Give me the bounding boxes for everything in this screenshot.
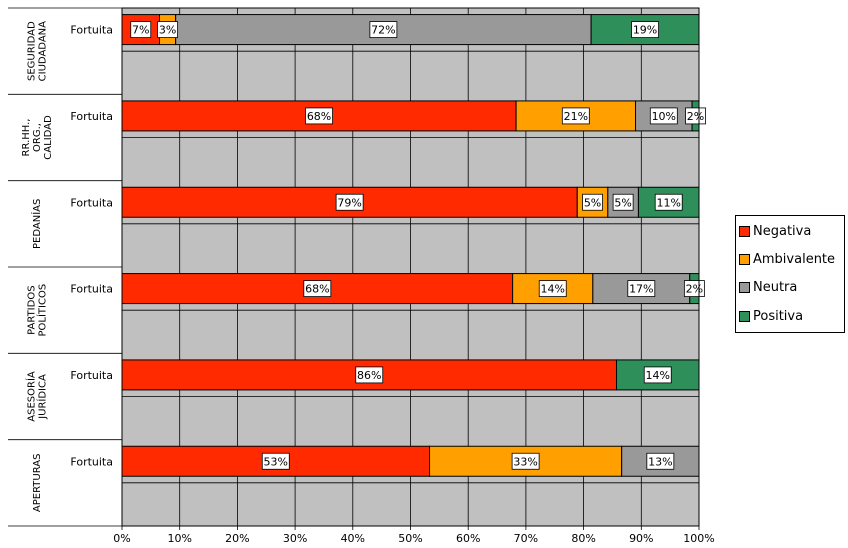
- group-label: PARTIDOSPOLÍTICOS: [27, 284, 49, 337]
- legend-item-negativa: Negativa: [739, 221, 811, 241]
- x-tick-label: 70%: [514, 532, 538, 545]
- data-label: 68%: [305, 283, 329, 296]
- x-tick-label: 20%: [225, 532, 249, 545]
- data-label: 86%: [357, 369, 381, 382]
- data-label: 5%: [584, 196, 601, 209]
- x-tick-label: 10%: [167, 532, 191, 545]
- legend-item-neutra: Neutra: [739, 277, 797, 297]
- data-label: 5%: [614, 196, 631, 209]
- data-label-box: [305, 107, 333, 125]
- data-label-box: [157, 21, 178, 38]
- data-label: 19%: [633, 24, 657, 37]
- data-label: 79%: [337, 196, 361, 209]
- data-label-box: [654, 193, 683, 211]
- data-label: 10%: [652, 110, 676, 123]
- category-label: Fortuita: [70, 455, 113, 468]
- data-label: 68%: [307, 110, 331, 123]
- group-label: APERTURAS: [32, 454, 43, 513]
- bar-segment-neutra: [621, 445, 700, 477]
- group-label: PEDANÍAS: [30, 199, 43, 249]
- legend-swatch-ambivalente: [739, 253, 750, 265]
- legend-label-ambivalente: Ambivalente: [753, 251, 836, 267]
- x-tick-label: 30%: [283, 532, 307, 545]
- group-label: ASESORÍAJURÍDICA: [25, 371, 49, 422]
- group-label-line: APERTURAS: [32, 454, 43, 513]
- data-label-box: [538, 280, 567, 297]
- x-tick-label: 60%: [456, 532, 480, 545]
- group-label-line: ORG.,: [32, 123, 43, 152]
- legend-label-negativa: Negativa: [753, 223, 812, 239]
- data-label-box: [303, 280, 332, 297]
- legend-swatch-neutra: [739, 281, 750, 293]
- data-label-box: [646, 452, 675, 470]
- group-label-line: PARTIDOS: [27, 285, 38, 334]
- data-label: 17%: [629, 283, 653, 296]
- data-label-box: [649, 107, 678, 125]
- x-tick-label: 80%: [571, 532, 595, 545]
- legend: Negativa Ambivalente Neutra Positiva: [735, 215, 845, 333]
- data-label-box: [369, 21, 398, 38]
- group-label: RR.HH.,ORG.,CALIDAD: [21, 115, 54, 160]
- data-label: 2%: [687, 110, 704, 123]
- group-label-line: CALIDAD: [43, 115, 54, 160]
- legend-item-ambivalente: Ambivalente: [739, 249, 835, 269]
- x-tick-label: 40%: [341, 532, 365, 545]
- category-label: Fortuita: [70, 283, 113, 296]
- group-label-line: ASESORÍA: [25, 371, 38, 422]
- data-label-box: [511, 452, 540, 470]
- legend-swatch-positiva: [739, 310, 750, 322]
- data-label: 11%: [656, 196, 680, 209]
- legend-label-positiva: Positiva: [753, 308, 804, 324]
- x-tick-label: 90%: [629, 532, 653, 545]
- data-label: 53%: [264, 455, 288, 468]
- group-label-line: SEGURIDAD: [27, 21, 38, 81]
- data-label-box: [612, 193, 634, 211]
- data-label: 14%: [646, 369, 670, 382]
- category-label: Fortuita: [70, 24, 113, 37]
- data-label-box: [631, 21, 659, 38]
- legend-item-positiva: Positiva: [739, 306, 803, 326]
- group-label: SEGURIDADCIUDADANA: [27, 21, 49, 81]
- data-label: 7%: [132, 24, 149, 37]
- data-label-box: [335, 193, 364, 211]
- data-label-box: [643, 366, 672, 384]
- data-label-box: [561, 107, 590, 125]
- category-label: Fortuita: [70, 369, 113, 382]
- data-label-box: [627, 280, 656, 297]
- data-label: 33%: [513, 455, 537, 468]
- group-label-line: PEDANÍAS: [30, 199, 43, 249]
- x-tick-label: 50%: [398, 532, 422, 545]
- legend-swatch-negativa: [739, 225, 750, 237]
- group-label-line: CIUDADANA: [38, 21, 49, 81]
- x-tick-label: 100%: [683, 532, 714, 545]
- data-label: 2%: [686, 283, 703, 296]
- data-label-box: [685, 107, 706, 125]
- data-label: 72%: [371, 24, 395, 37]
- category-label: Fortuita: [70, 110, 113, 123]
- data-label-box: [355, 366, 384, 384]
- group-label-line: POLÍTICOS: [36, 284, 49, 337]
- group-label-line: RR.HH.,: [21, 119, 32, 157]
- data-label: 13%: [648, 455, 672, 468]
- data-label: 14%: [541, 283, 565, 296]
- data-label-box: [130, 21, 152, 38]
- data-label: 21%: [564, 110, 588, 123]
- group-label-line: JURÍDICA: [36, 374, 49, 420]
- x-tick-label: 0%: [113, 532, 130, 545]
- category-label: Fortuita: [70, 196, 113, 209]
- data-label: 3%: [159, 24, 176, 37]
- data-label-box: [261, 452, 290, 470]
- legend-label-neutra: Neutra: [753, 279, 798, 295]
- data-label-box: [582, 193, 603, 211]
